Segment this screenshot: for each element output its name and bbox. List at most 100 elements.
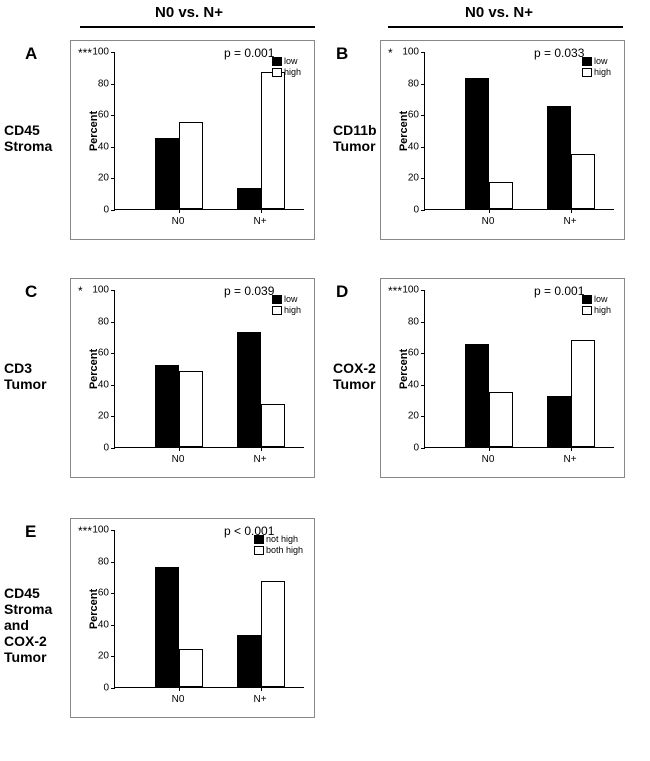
ytick-line bbox=[421, 52, 425, 53]
xtick-line bbox=[489, 447, 490, 451]
legend-text-low: low bbox=[284, 57, 298, 66]
ytick-label: 80 bbox=[98, 78, 109, 89]
col-underline-right bbox=[388, 26, 623, 28]
significance-marker: * bbox=[388, 46, 393, 60]
xtick-line bbox=[571, 209, 572, 213]
p-value: p = 0.001 bbox=[534, 284, 584, 298]
bar-high bbox=[179, 122, 203, 209]
chart-B: 020406080100PercentN0N+*p = 0.033lowhigh bbox=[380, 40, 625, 240]
row-1: A CD45 Stroma 020406080100PercentN0N+***… bbox=[0, 32, 650, 242]
xtick-label: N+ bbox=[253, 694, 266, 705]
bar-low bbox=[547, 106, 571, 209]
side-label-D-text: COX-2 Tumor bbox=[333, 360, 376, 392]
xtick-label: N0 bbox=[172, 454, 185, 465]
bar-low bbox=[465, 344, 489, 447]
ytick-label: 0 bbox=[103, 205, 109, 216]
bar-low bbox=[547, 396, 571, 447]
legend-text-high: high bbox=[594, 306, 611, 315]
legend-text-high: high bbox=[284, 306, 301, 315]
legend-swatch-high bbox=[582, 68, 592, 77]
ytick-line bbox=[421, 210, 425, 211]
ytick-line bbox=[421, 353, 425, 354]
legend-swatch-low bbox=[582, 295, 592, 304]
xtick-label: N0 bbox=[482, 216, 495, 227]
ytick-line bbox=[111, 322, 115, 323]
bar-high bbox=[489, 182, 513, 209]
row-2: C CD3 Tumor 020406080100PercentN0N+*p = … bbox=[0, 270, 650, 480]
panel-letter-C: C bbox=[25, 282, 37, 302]
ytick-line bbox=[421, 115, 425, 116]
ytick-line bbox=[421, 147, 425, 148]
chart-D: 020406080100PercentN0N+***p = 0.001lowhi… bbox=[380, 278, 625, 478]
legend-item-high: high bbox=[272, 305, 301, 316]
ytick-line bbox=[111, 210, 115, 211]
legend-swatch-low bbox=[254, 535, 264, 544]
ytick-line bbox=[421, 290, 425, 291]
ytick-line bbox=[111, 52, 115, 53]
side-label-C-text: CD3 Tumor bbox=[4, 360, 47, 392]
ytick-line bbox=[111, 530, 115, 531]
ytick-label: 0 bbox=[103, 443, 109, 454]
legend-swatch-low bbox=[582, 57, 592, 66]
legend-text-low: low bbox=[594, 57, 608, 66]
ytick-line bbox=[421, 322, 425, 323]
p-value: p = 0.001 bbox=[224, 46, 274, 60]
ytick-line bbox=[421, 416, 425, 417]
legend-swatch-high bbox=[254, 546, 264, 555]
ytick-line bbox=[111, 562, 115, 563]
xtick-line bbox=[261, 209, 262, 213]
ytick-label: 100 bbox=[92, 47, 109, 58]
yaxis-title: Percent bbox=[398, 111, 410, 151]
panel-letter-A: A bbox=[25, 44, 37, 64]
xtick-line bbox=[179, 447, 180, 451]
side-label-A: CD45 Stroma bbox=[4, 122, 64, 154]
ytick-label: 80 bbox=[408, 316, 419, 327]
legend-swatch-low bbox=[272, 295, 282, 304]
side-label-B-text: CD11b Tumor bbox=[333, 122, 377, 154]
chart-C: 020406080100PercentN0N+*p = 0.039lowhigh bbox=[70, 278, 315, 478]
legend: lowhigh bbox=[582, 56, 611, 78]
legend: not highboth high bbox=[254, 534, 303, 556]
legend-swatch-high bbox=[582, 306, 592, 315]
ytick-label: 80 bbox=[98, 556, 109, 567]
ytick-line bbox=[111, 115, 115, 116]
significance-marker: *** bbox=[78, 46, 92, 60]
xtick-label: N+ bbox=[563, 216, 576, 227]
xtick-line bbox=[179, 687, 180, 691]
bar-high bbox=[571, 154, 595, 209]
significance-marker: * bbox=[78, 284, 83, 298]
ytick-label: 0 bbox=[413, 205, 419, 216]
legend-text-high: high bbox=[284, 68, 301, 77]
ytick-line bbox=[111, 353, 115, 354]
ytick-label: 20 bbox=[408, 173, 419, 184]
ytick-line bbox=[111, 416, 115, 417]
xtick-label: N0 bbox=[172, 216, 185, 227]
significance-marker: *** bbox=[388, 284, 402, 298]
ytick-label: 0 bbox=[103, 683, 109, 694]
bar-low bbox=[155, 365, 179, 447]
legend-text-low: not high bbox=[266, 535, 298, 544]
bar-low bbox=[155, 138, 179, 209]
legend-swatch-low bbox=[272, 57, 282, 66]
legend-text-low: low bbox=[594, 295, 608, 304]
legend-item-low: low bbox=[582, 294, 611, 305]
ytick-label: 20 bbox=[98, 411, 109, 422]
panel-letter-D: D bbox=[336, 282, 348, 302]
ytick-line bbox=[111, 385, 115, 386]
ytick-label: 0 bbox=[413, 443, 419, 454]
p-value: p = 0.033 bbox=[534, 46, 584, 60]
legend: low high bbox=[582, 294, 611, 316]
ytick-label: 100 bbox=[402, 47, 419, 58]
xtick-label: N0 bbox=[172, 694, 185, 705]
bar-high bbox=[261, 581, 285, 687]
ytick-line bbox=[421, 84, 425, 85]
bar-low bbox=[237, 635, 261, 687]
xtick-line bbox=[489, 209, 490, 213]
chart-A: 020406080100PercentN0N+***p = 0.001lowhi… bbox=[70, 40, 315, 240]
ytick-label: 20 bbox=[408, 411, 419, 422]
legend: low high bbox=[272, 56, 301, 78]
bar-high bbox=[571, 340, 595, 447]
p-value: p = 0.039 bbox=[224, 284, 274, 298]
xtick-line bbox=[261, 687, 262, 691]
ytick-line bbox=[421, 385, 425, 386]
